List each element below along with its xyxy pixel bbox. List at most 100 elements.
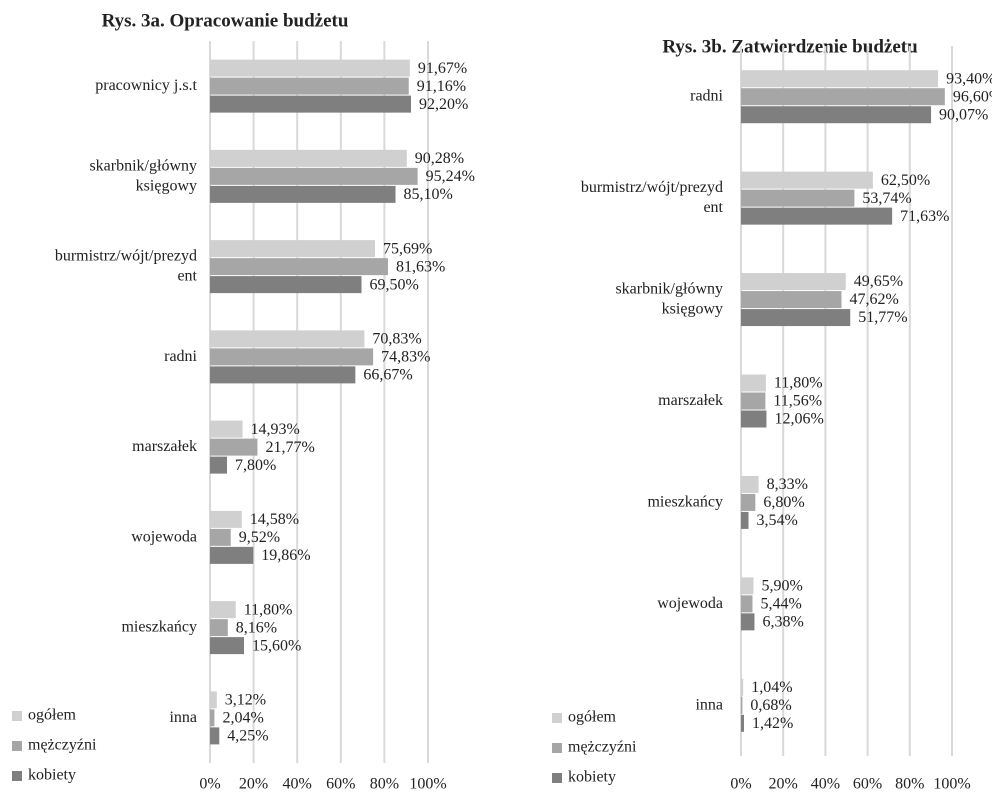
bar [741, 70, 939, 88]
category-line: inna [695, 696, 723, 713]
value-label: 11,80% [774, 375, 823, 392]
bar [741, 207, 893, 225]
category-line: ent [177, 267, 197, 284]
value-label: 92,20% [419, 96, 468, 113]
value-label: 95,24% [426, 168, 475, 185]
bar [210, 167, 418, 185]
category-line: księgowy [662, 300, 723, 317]
x-tick-label: 80% [895, 776, 924, 793]
bar-chart: Rys. 3b. Zatwierdzenie budżetu 0% 20% 40% 60… [552, 36, 992, 793]
bar [210, 330, 365, 348]
bar [210, 258, 388, 276]
value-label: 21,77% [265, 439, 314, 456]
value-label: 8,33% [767, 476, 808, 493]
value-label: 3,12% [225, 692, 266, 709]
value-label: 91,67% [418, 60, 467, 77]
legend-swatch [552, 773, 562, 783]
x-tick-label: 0% [199, 776, 220, 793]
bar [210, 348, 374, 366]
bar [210, 637, 245, 655]
bar [741, 88, 945, 106]
legend-label: mężczyźni [28, 737, 97, 754]
value-label: 93,40% [946, 70, 992, 87]
category-line: inna [169, 709, 197, 726]
value-label: 0,68% [750, 697, 791, 714]
category-line: skarbnik/główny [89, 157, 197, 174]
bar [741, 374, 766, 392]
category-line: mieszkańcy [647, 493, 723, 510]
bar [210, 149, 407, 167]
value-label: 7,80% [235, 457, 276, 474]
value-label: 2,04% [222, 710, 263, 727]
legend-label: mężczyźni [568, 739, 637, 756]
bar-chart: Rys. 3a. Opracowanie budżetu 0% 20% 40% 60% 8… [12, 10, 475, 793]
x-tick-label: 60% [853, 776, 882, 793]
bar [210, 456, 228, 474]
bar [210, 709, 215, 727]
value-label: 91,16% [417, 78, 466, 95]
x-tick-label: 0% [730, 776, 751, 793]
chart-title: Rys. 3b. Zatwierdzenie budżetu [662, 36, 918, 57]
category-label: wojewoda [131, 528, 197, 545]
value-label: 5,90% [761, 578, 802, 595]
bar [210, 438, 258, 456]
value-label: 90,07% [939, 106, 988, 123]
bar [741, 309, 851, 327]
value-label: 74,83% [381, 349, 430, 366]
bar [210, 727, 220, 745]
x-tick-label: 100% [933, 776, 970, 793]
value-label: 66,67% [363, 367, 412, 384]
bar [210, 510, 242, 528]
value-label: 14,58% [250, 511, 299, 528]
bar [210, 619, 228, 637]
category-label: mieszkańcy [121, 618, 197, 635]
category-label: inna [169, 709, 197, 726]
bar [741, 189, 855, 207]
bar [210, 240, 376, 258]
category-label: burmistrz/wójt/prezyd ent [581, 179, 724, 216]
x-tick-label: 40% [283, 776, 312, 793]
bar [210, 601, 236, 619]
value-label: 62,50% [881, 172, 930, 189]
x-tick-label: 40% [811, 776, 840, 793]
bar [210, 77, 409, 95]
legend-swatch [552, 743, 562, 753]
category-line: pracownicy j.s.t [95, 77, 197, 94]
bar [741, 291, 842, 309]
value-label: 51,77% [858, 309, 907, 326]
bar [741, 171, 873, 189]
value-label: 75,69% [383, 240, 432, 257]
value-label: 90,28% [415, 150, 464, 167]
bar [210, 366, 356, 384]
x-tick-label: 100% [409, 776, 446, 793]
category-label: pracownicy j.s.t [95, 77, 197, 94]
legend-label: ogółem [28, 707, 77, 724]
value-label: 8,16% [236, 619, 277, 636]
x-tick-label: 60% [326, 776, 355, 793]
bar [741, 595, 753, 613]
category-label: mieszkańcy [647, 493, 723, 510]
value-label: 6,80% [763, 494, 804, 511]
x-tick-label: 80% [370, 776, 399, 793]
value-label: 71,63% [900, 208, 949, 225]
legend-swatch [12, 711, 22, 721]
category-label: burmistrz/wójt/prezyd ent [55, 247, 198, 284]
category-line: wojewoda [657, 595, 723, 612]
category-line: ent [703, 199, 723, 216]
chart-title: Rys. 3a. Opracowanie budżetu [102, 10, 349, 31]
legend-label: kobiety [568, 769, 616, 786]
category-line: radni [690, 87, 723, 104]
category-label: radni [690, 87, 723, 104]
bar [741, 714, 744, 732]
category-line: marszałek [658, 392, 723, 409]
bar [741, 493, 756, 511]
legend-swatch [12, 771, 22, 781]
value-label: 53,74% [862, 190, 911, 207]
x-tick-label: 20% [239, 776, 268, 793]
value-label: 70,83% [372, 331, 421, 348]
value-label: 69,50% [370, 276, 419, 293]
value-label: 47,62% [849, 291, 898, 308]
category-label: marszałek [132, 438, 197, 455]
legend-swatch [552, 713, 562, 723]
value-label: 49,65% [854, 273, 903, 290]
